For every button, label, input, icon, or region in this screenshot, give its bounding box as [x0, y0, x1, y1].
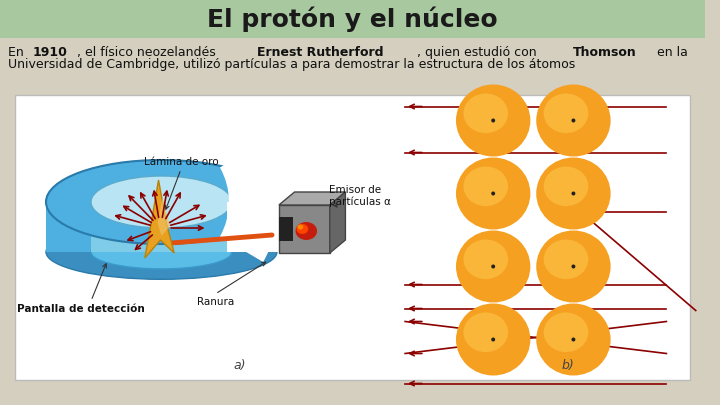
Bar [14, 95, 690, 380]
Text: El protón y el núcleo: El protón y el núcleo [207, 6, 498, 32]
Ellipse shape [464, 94, 508, 133]
Text: Emisor de
partículas α: Emisor de partículas α [329, 185, 391, 207]
Ellipse shape [91, 176, 232, 228]
Ellipse shape [46, 225, 277, 279]
Ellipse shape [572, 337, 575, 341]
Ellipse shape [297, 224, 303, 230]
Polygon shape [46, 202, 277, 252]
Ellipse shape [572, 192, 575, 196]
Text: a): a) [233, 359, 246, 372]
Ellipse shape [491, 337, 495, 341]
Text: , quien estudió con: , quien estudió con [417, 46, 541, 59]
Polygon shape [158, 198, 170, 236]
Text: Ernest Rutherford: Ernest Rutherford [257, 46, 384, 59]
Text: en la: en la [653, 46, 688, 59]
Ellipse shape [536, 85, 611, 156]
Ellipse shape [572, 264, 575, 269]
Text: 1910: 1910 [33, 46, 68, 59]
Ellipse shape [536, 303, 611, 375]
Text: , el físico neozelandés: , el físico neozelandés [77, 46, 220, 59]
Ellipse shape [544, 94, 588, 133]
Text: Universidad de Cambridge, utilizó partículas a para demostrar la estructura de l: Universidad de Cambridge, utilizó partíc… [8, 58, 575, 71]
Ellipse shape [572, 119, 575, 122]
Ellipse shape [544, 166, 588, 206]
Ellipse shape [536, 230, 611, 303]
Ellipse shape [297, 224, 308, 234]
Text: b): b) [561, 359, 574, 372]
Ellipse shape [456, 85, 531, 156]
Polygon shape [145, 180, 174, 258]
Text: Lámina de oro: Lámina de oro [144, 157, 218, 167]
Ellipse shape [544, 313, 588, 352]
Polygon shape [279, 192, 346, 205]
Text: Ranura: Ranura [197, 297, 234, 307]
Ellipse shape [544, 239, 588, 279]
Text: Pantalla de detección: Pantalla de detección [17, 304, 145, 314]
Ellipse shape [536, 158, 611, 230]
Wedge shape [220, 142, 279, 262]
Ellipse shape [46, 160, 277, 244]
Ellipse shape [464, 239, 508, 279]
Text: Thomson: Thomson [573, 46, 636, 59]
Ellipse shape [464, 166, 508, 206]
Text: En: En [8, 46, 27, 59]
Ellipse shape [491, 119, 495, 122]
Ellipse shape [295, 222, 317, 240]
Polygon shape [91, 202, 232, 252]
Bar [0, 0, 705, 38]
Ellipse shape [491, 264, 495, 269]
Ellipse shape [464, 313, 508, 352]
Polygon shape [227, 202, 282, 252]
Ellipse shape [456, 230, 531, 303]
Polygon shape [330, 192, 346, 253]
Bar [279, 217, 292, 241]
Ellipse shape [491, 192, 495, 196]
Ellipse shape [456, 303, 531, 375]
Bar [279, 205, 330, 253]
Ellipse shape [456, 158, 531, 230]
Ellipse shape [91, 235, 232, 269]
